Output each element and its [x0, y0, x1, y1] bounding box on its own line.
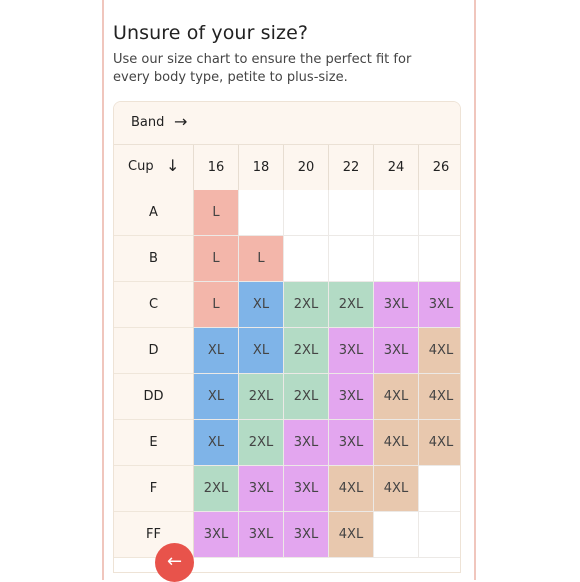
size-cell: XL: [194, 328, 239, 374]
size-chart: Band → Cup ↓ 16 18 20 22 24 26 A L B L L C L XL 2XL 2X…: [113, 101, 461, 573]
size-cell: [419, 190, 460, 236]
cup-cell: E: [114, 420, 194, 466]
table-row: E XL 2XL 3XL 3XL 4XL 4XL: [114, 420, 460, 466]
size-cell: XL: [194, 420, 239, 466]
table-row: F 2XL 3XL 3XL 4XL 4XL: [114, 466, 460, 512]
size-cell: 3XL: [329, 328, 374, 374]
size-cell: 3XL: [239, 466, 284, 512]
size-cell: L: [239, 236, 284, 282]
cup-cell: D: [114, 328, 194, 374]
size-cell: 4XL: [329, 466, 374, 512]
cup-cell: A: [114, 190, 194, 236]
band-header-20: 20: [284, 145, 329, 190]
size-cell: [284, 190, 329, 236]
size-cell: 4XL: [419, 374, 460, 420]
size-cell: 2XL: [239, 420, 284, 466]
page-border-right: [474, 0, 476, 580]
size-cell: 2XL: [284, 282, 329, 328]
table-row: FF 3XL 3XL 3XL 4XL: [114, 512, 460, 558]
size-cell: L: [194, 236, 239, 282]
size-cell: 3XL: [329, 374, 374, 420]
size-cell: 3XL: [374, 282, 419, 328]
size-cell: 4XL: [419, 328, 460, 374]
size-cell: [374, 236, 419, 282]
size-cell: [329, 190, 374, 236]
size-cell: XL: [239, 328, 284, 374]
size-cell: 4XL: [374, 466, 419, 512]
arrow-left-icon: ←: [166, 551, 183, 572]
size-cell: 4XL: [419, 420, 460, 466]
size-cell: L: [194, 282, 239, 328]
cup-cell: DD: [114, 374, 194, 420]
size-cell: 3XL: [419, 282, 460, 328]
size-cell: [284, 236, 329, 282]
table-row: C L XL 2XL 2XL 3XL 3XL: [114, 282, 460, 328]
table-row: D XL XL 2XL 3XL 3XL 4XL: [114, 328, 460, 374]
band-header-18: 18: [239, 145, 284, 190]
cup-cell: F: [114, 466, 194, 512]
section-description: Use our size chart to ensure the perfect…: [113, 52, 412, 85]
size-cell: 4XL: [374, 420, 419, 466]
size-cell: 2XL: [194, 466, 239, 512]
size-cell: [374, 512, 419, 558]
size-cell: 2XL: [239, 374, 284, 420]
band-values-row: Cup ↓ 16 18 20 22 24 26: [114, 145, 460, 190]
size-cell: 2XL: [284, 374, 329, 420]
size-cell: 4XL: [329, 512, 374, 558]
size-cell: [419, 512, 460, 558]
page-border-left: [102, 0, 104, 580]
section-title: Unsure of your size?: [113, 22, 309, 44]
cup-cell: C: [114, 282, 194, 328]
size-cell: XL: [194, 374, 239, 420]
size-cell: 3XL: [284, 466, 329, 512]
band-header-24: 24: [374, 145, 419, 190]
size-cell: XL: [239, 282, 284, 328]
size-cell: 2XL: [329, 282, 374, 328]
size-cell: 2XL: [284, 328, 329, 374]
band-header-16: 16: [194, 145, 239, 190]
size-cell: [419, 236, 460, 282]
cup-cell: B: [114, 236, 194, 282]
band-label: Band: [131, 115, 165, 130]
arrow-down-icon: ↓: [166, 156, 180, 175]
band-header-row: Band →: [114, 102, 460, 145]
size-cell: 4XL: [374, 374, 419, 420]
back-button[interactable]: ←: [155, 543, 194, 582]
size-cell: 3XL: [284, 420, 329, 466]
size-cell: [374, 190, 419, 236]
table-row: DD XL 2XL 2XL 3XL 4XL 4XL: [114, 374, 460, 420]
cup-label: Cup: [128, 159, 154, 174]
size-cell: 3XL: [374, 328, 419, 374]
size-cell: 3XL: [239, 512, 284, 558]
size-cell: [419, 466, 460, 512]
arrow-right-icon: →: [174, 112, 188, 131]
size-cell: [239, 190, 284, 236]
size-cell: 3XL: [329, 420, 374, 466]
size-cell: L: [194, 190, 239, 236]
size-cell: 3XL: [194, 512, 239, 558]
band-header-22: 22: [329, 145, 374, 190]
band-header-26: 26: [419, 145, 460, 190]
size-cell: 3XL: [284, 512, 329, 558]
cup-header: Cup ↓: [114, 145, 194, 190]
size-cell: [329, 236, 374, 282]
